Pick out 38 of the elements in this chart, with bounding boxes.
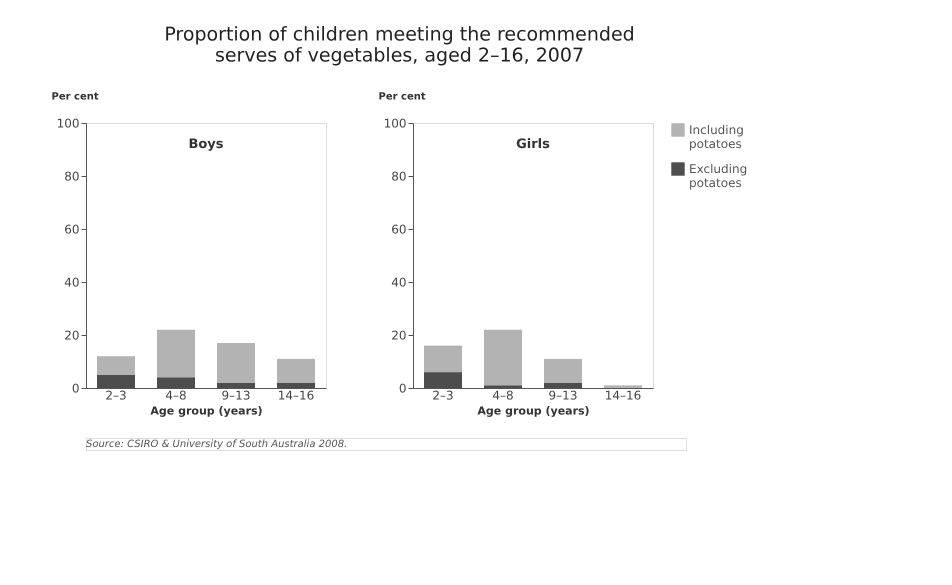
- bar: [544, 358, 582, 383]
- bar: [604, 385, 642, 388]
- y-axis-title: Per cent: [52, 92, 99, 102]
- x-axis-title: Age group (years): [150, 404, 263, 418]
- y-tick-label: 40: [64, 276, 80, 290]
- y-tick-label: 80: [391, 170, 406, 184]
- x-tick-label: 2–3: [432, 388, 454, 402]
- x-tick-label: 2–3: [105, 388, 127, 402]
- bar: [484, 330, 522, 386]
- y-tick-label: 100: [56, 116, 80, 130]
- y-tick-label: 80: [64, 170, 80, 184]
- x-tick-label: 4–8: [492, 388, 514, 402]
- y-tick-label: 0: [72, 382, 80, 396]
- text: Proportion of children meeting the recommended serves of vegetables, aged 2–16, 2007: [164, 24, 635, 66]
- bar: [277, 358, 315, 383]
- y-tick-label: 60: [391, 222, 406, 236]
- legend-label: Including potatoes: [689, 123, 744, 151]
- legend-label: Excluding potatoes: [689, 162, 748, 190]
- bar: [157, 330, 195, 378]
- bar: [424, 346, 462, 372]
- source-note: Source: CSIRO & University of South Australia 2008.: [86, 439, 348, 450]
- text: Boys: [188, 137, 224, 152]
- y-tick-label: 60: [64, 222, 80, 236]
- y-tick-label: 0: [398, 382, 406, 396]
- y-tick-label: 100: [384, 116, 406, 130]
- y-tick-label: 20: [391, 328, 406, 342]
- y-tick-label: 40: [391, 276, 406, 290]
- text: Girls: [516, 137, 550, 152]
- x-tick-label: 4–8: [165, 388, 187, 402]
- x-tick-label: 9–13: [222, 388, 250, 402]
- y-axis-title: Per cent: [378, 92, 426, 102]
- x-tick-label: 14–16: [604, 388, 642, 402]
- x-tick-label: 14–16: [278, 388, 314, 402]
- bar: [217, 342, 255, 383]
- y-tick-label: 20: [64, 328, 80, 342]
- x-tick-label: 9–13: [548, 388, 578, 402]
- x-axis-title: Age group (years): [477, 404, 590, 418]
- bar: [97, 356, 135, 375]
